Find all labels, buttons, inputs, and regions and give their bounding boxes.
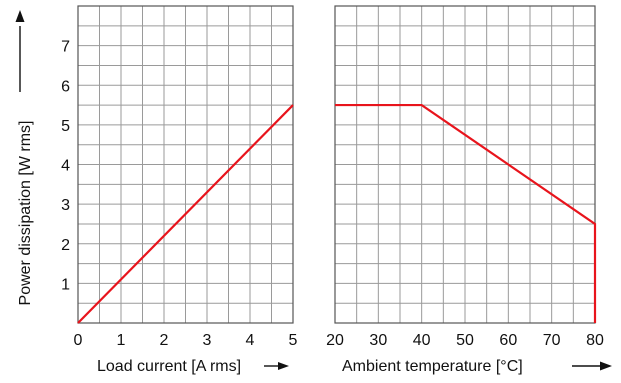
y-tick-label: 4 [61, 158, 70, 175]
y-axis-title: Power dissipation [W rms] [17, 121, 34, 306]
y-tick-label: 1 [61, 276, 70, 293]
x-tick-label: 70 [543, 332, 561, 349]
x-tick-label: 30 [369, 332, 387, 349]
y-tick-label: 3 [61, 197, 70, 214]
series-layer [77, 103, 597, 324]
derating-curve [335, 103, 597, 323]
x-axis-title-right: Ambient temperature [°C] [342, 358, 523, 375]
x-axis-title-right-arrow [572, 361, 612, 371]
x-tick-label: 40 [413, 332, 431, 349]
x-tick-label: 20 [326, 332, 344, 349]
derating-curve [77, 104, 294, 324]
x-axis-title-left: Load current [A rms] [97, 358, 241, 375]
y-tick-label: 7 [61, 39, 70, 56]
x-tick-label: 60 [499, 332, 517, 349]
x-tick-label: 5 [289, 332, 298, 349]
x-tick-label: 50 [456, 332, 474, 349]
y-tick-label: 2 [61, 237, 70, 254]
panel-frame [334, 5, 596, 324]
y-tick-label: 6 [61, 78, 70, 95]
x-tick-label: 1 [117, 332, 126, 349]
x-tick-label: 2 [160, 332, 169, 349]
x-tick-label: 3 [203, 332, 212, 349]
plot-frame [77, 5, 596, 324]
tick-labels: 0 1 2 3 4 5 20 30 40 50 60 70 80 1 2 3 4 5 6 7 [61, 39, 604, 349]
x-tick-label: 80 [586, 332, 604, 349]
x-tick-label: 0 [74, 332, 83, 349]
grid [78, 6, 595, 323]
y-axis-title-arrow [15, 10, 25, 92]
x-tick-label: 4 [246, 332, 255, 349]
x-axis-title-left-arrow [264, 362, 289, 370]
panel-frame [77, 5, 294, 324]
y-tick-label: 5 [61, 118, 70, 135]
